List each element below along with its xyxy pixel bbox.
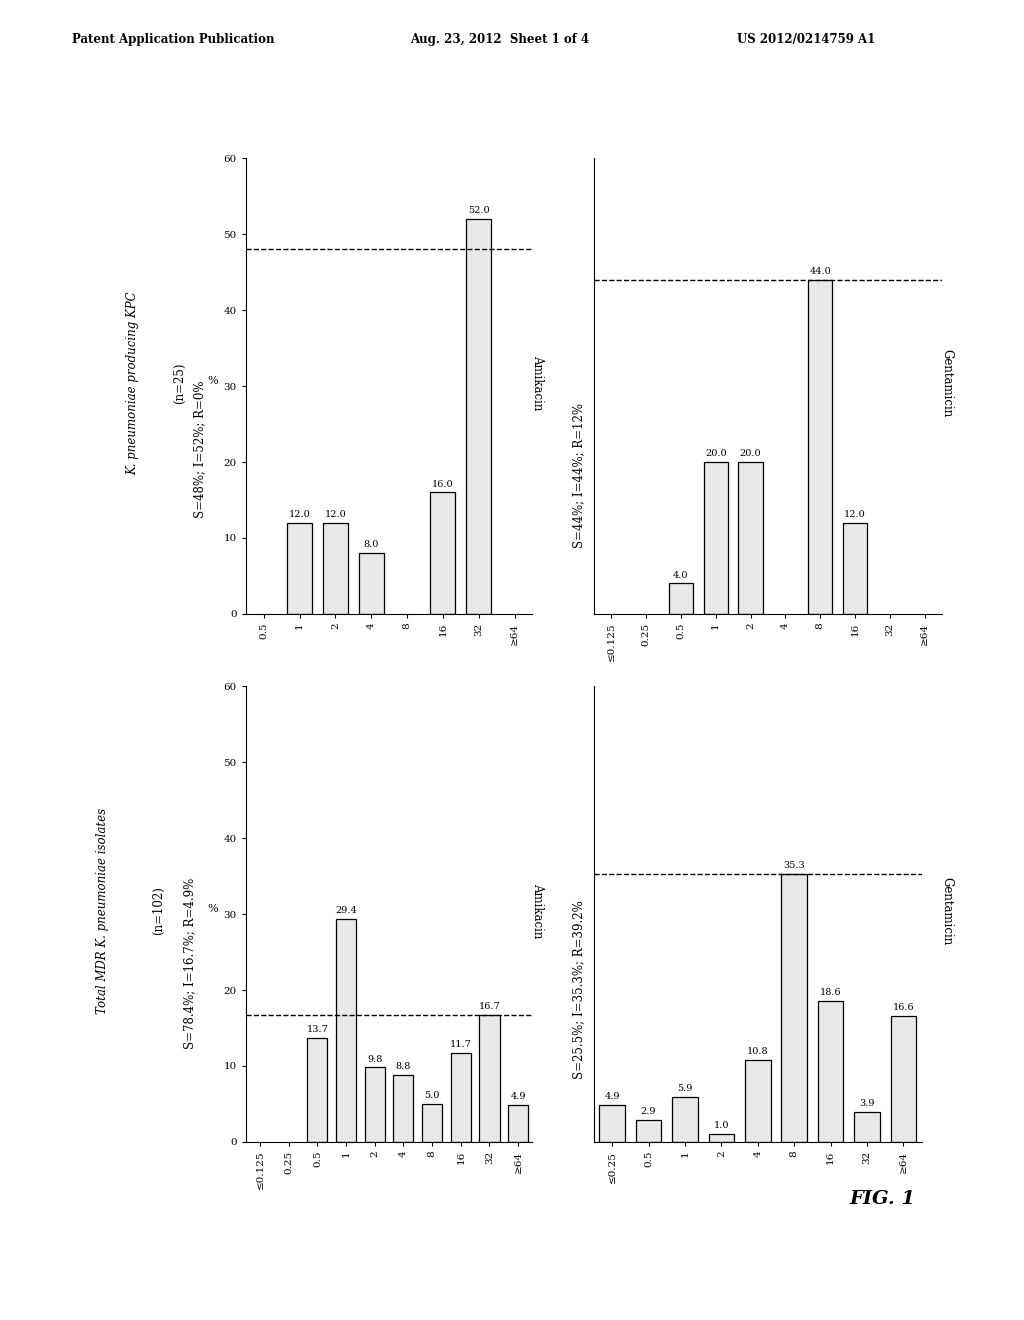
Text: 18.6: 18.6 xyxy=(820,987,842,997)
Text: 4.9: 4.9 xyxy=(604,1092,620,1101)
Text: US 2012/0214759 A1: US 2012/0214759 A1 xyxy=(737,33,876,46)
Text: 20.0: 20.0 xyxy=(739,449,762,458)
Text: Gentamicin: Gentamicin xyxy=(941,876,953,945)
Bar xyxy=(358,553,384,614)
Bar xyxy=(818,1001,844,1142)
Text: 5.0: 5.0 xyxy=(424,1092,440,1100)
Text: 16.6: 16.6 xyxy=(893,1003,914,1012)
Bar xyxy=(738,462,763,614)
Text: 12.0: 12.0 xyxy=(844,510,866,519)
Text: 20.0: 20.0 xyxy=(705,449,727,458)
Text: S=44%; I=44%; R=12%: S=44%; I=44%; R=12% xyxy=(572,403,585,548)
Text: 4.0: 4.0 xyxy=(673,570,689,579)
Text: 8.8: 8.8 xyxy=(395,1063,412,1072)
Bar xyxy=(669,583,693,614)
Text: 9.8: 9.8 xyxy=(367,1055,383,1064)
Text: K. pneumoniae producing KPC: K. pneumoniae producing KPC xyxy=(127,290,139,475)
Text: 11.7: 11.7 xyxy=(450,1040,472,1049)
Text: 12.0: 12.0 xyxy=(289,510,310,519)
Text: 52.0: 52.0 xyxy=(468,206,489,215)
Bar xyxy=(479,1015,500,1142)
Bar xyxy=(323,523,348,614)
Text: 4.9: 4.9 xyxy=(510,1092,526,1101)
Bar xyxy=(781,874,807,1142)
Text: S=48%; I=52%; R=0%: S=48%; I=52%; R=0% xyxy=(194,380,206,517)
Bar xyxy=(307,1038,328,1142)
Text: Aug. 23, 2012  Sheet 1 of 4: Aug. 23, 2012 Sheet 1 of 4 xyxy=(410,33,589,46)
Text: 10.8: 10.8 xyxy=(746,1047,769,1056)
Bar xyxy=(808,280,833,614)
Text: S=25.5%; I=35.3%; R=39.2%: S=25.5%; I=35.3%; R=39.2% xyxy=(572,900,585,1080)
Text: 3.9: 3.9 xyxy=(859,1100,874,1109)
Text: Patent Application Publication: Patent Application Publication xyxy=(72,33,274,46)
Bar xyxy=(703,462,728,614)
Bar xyxy=(672,1097,697,1142)
Bar xyxy=(451,1053,471,1142)
Bar xyxy=(466,219,492,614)
Text: 1.0: 1.0 xyxy=(714,1122,729,1130)
Bar xyxy=(422,1104,442,1142)
Text: 2.9: 2.9 xyxy=(641,1107,656,1115)
Text: Total MDR K. pneumoniae isolates: Total MDR K. pneumoniae isolates xyxy=(96,808,109,1014)
Text: 13.7: 13.7 xyxy=(306,1026,329,1034)
Text: 16.0: 16.0 xyxy=(432,479,454,488)
Bar xyxy=(745,1060,770,1142)
Y-axis label: %: % xyxy=(207,376,218,385)
Bar xyxy=(336,919,356,1142)
Text: 12.0: 12.0 xyxy=(325,510,346,519)
Bar xyxy=(636,1119,662,1142)
Text: 29.4: 29.4 xyxy=(335,906,357,915)
Text: 16.7: 16.7 xyxy=(478,1002,501,1011)
Bar xyxy=(854,1113,880,1142)
Text: 8.0: 8.0 xyxy=(364,540,379,549)
Text: 44.0: 44.0 xyxy=(809,267,831,276)
Bar xyxy=(508,1105,528,1142)
Text: 5.9: 5.9 xyxy=(677,1084,692,1093)
Bar xyxy=(709,1134,734,1142)
Text: Gentamicin: Gentamicin xyxy=(941,348,953,417)
Text: (n=25): (n=25) xyxy=(173,362,185,404)
Bar xyxy=(843,523,867,614)
Bar xyxy=(287,523,312,614)
Bar xyxy=(393,1074,414,1142)
Text: S=78.4%; I=16.7%; R=4.9%: S=78.4%; I=16.7%; R=4.9% xyxy=(183,878,196,1049)
Text: FIG. 1: FIG. 1 xyxy=(850,1189,915,1208)
Y-axis label: %: % xyxy=(207,904,218,913)
Bar xyxy=(599,1105,625,1142)
Bar xyxy=(365,1068,385,1142)
Bar xyxy=(891,1016,916,1142)
Bar xyxy=(430,492,456,614)
Text: Amikacin: Amikacin xyxy=(531,355,544,411)
Text: (n=102): (n=102) xyxy=(153,886,165,936)
Text: 35.3: 35.3 xyxy=(783,861,805,870)
Text: Amikacin: Amikacin xyxy=(531,883,544,939)
